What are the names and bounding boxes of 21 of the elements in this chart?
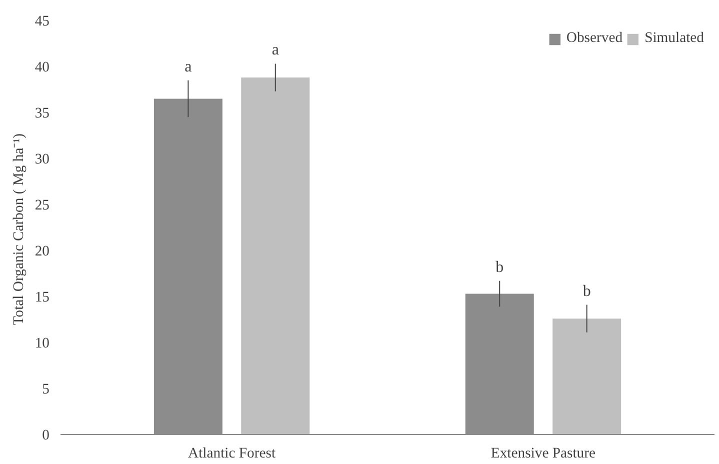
- bar: [241, 78, 310, 434]
- annotation: b: [582, 282, 591, 300]
- y-tick-label: 35: [34, 106, 50, 122]
- y-tick-label: 10: [34, 336, 50, 352]
- bar: [552, 318, 622, 434]
- y-tick-label: 0: [42, 428, 50, 444]
- legend-label: Observed: [566, 30, 623, 47]
- y-axis-title: Total Organic Carbon ( Mg ha⁻¹): [10, 133, 27, 326]
- x-tick-label: Atlantic Forest: [188, 446, 276, 462]
- y-tick-label: 20: [34, 244, 50, 260]
- y-tick-label: 45: [34, 14, 50, 30]
- legend-label: Simulated: [644, 30, 704, 47]
- y-tick-label: 15: [34, 290, 50, 306]
- y-tick-label: 5: [42, 382, 50, 398]
- annotation: a: [184, 58, 192, 76]
- y-tick-label: 40: [34, 60, 50, 76]
- y-tick-label: 30: [34, 152, 50, 168]
- y-tick-label: 25: [34, 198, 50, 214]
- annotation: a: [272, 42, 279, 59]
- x-tick-label: Extensive Pasture: [490, 446, 596, 462]
- annotation: b: [496, 258, 504, 276]
